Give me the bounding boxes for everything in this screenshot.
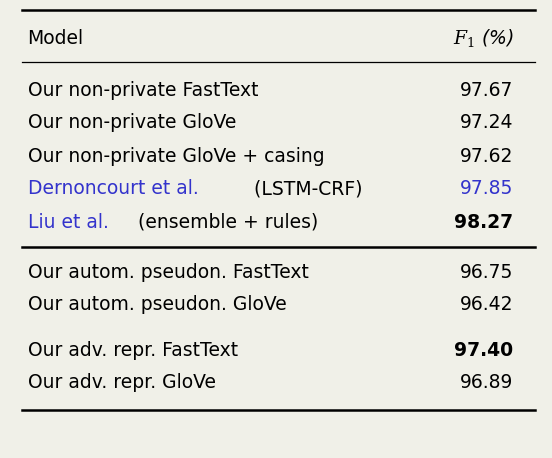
Text: Our non-private FastText: Our non-private FastText [28,81,258,99]
Text: Our non-private GloVe: Our non-private GloVe [28,114,236,132]
Text: 97.40: 97.40 [454,340,513,360]
Text: 97.62: 97.62 [460,147,513,165]
Text: (LSTM-CRF): (LSTM-CRF) [248,180,363,198]
Text: Our autom. pseudon. GloVe: Our autom. pseudon. GloVe [28,295,286,315]
Text: 96.75: 96.75 [460,262,513,282]
Text: 96.42: 96.42 [460,295,513,315]
Text: (ensemble + rules): (ensemble + rules) [132,213,318,231]
Text: Our adv. repr. FastText: Our adv. repr. FastText [28,340,238,360]
Text: Liu et al.: Liu et al. [28,213,109,231]
Text: 96.89: 96.89 [460,374,513,393]
Text: Dernoncourt et al.: Dernoncourt et al. [28,180,198,198]
Text: 97.67: 97.67 [460,81,513,99]
Text: Our autom. pseudon. FastText: Our autom. pseudon. FastText [28,262,309,282]
Text: 98.27: 98.27 [454,213,513,231]
Text: Our adv. repr. GloVe: Our adv. repr. GloVe [28,374,216,393]
Text: Our non-private GloVe + casing: Our non-private GloVe + casing [28,147,324,165]
Text: $F_1$ (%): $F_1$ (%) [453,27,513,49]
Text: 97.85: 97.85 [460,180,513,198]
Text: 97.24: 97.24 [460,114,513,132]
Text: Model: Model [28,28,84,48]
